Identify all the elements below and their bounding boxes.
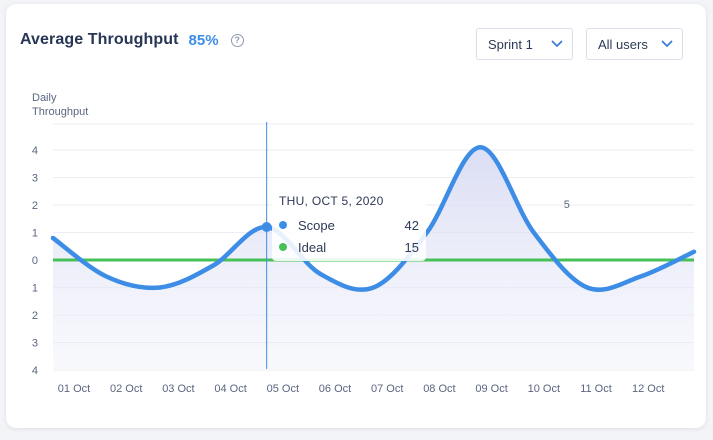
throughput-percent: 85%	[188, 31, 219, 49]
ideal-legend-dot	[279, 243, 287, 251]
y-tick-label: 2	[32, 200, 38, 212]
users-select-value: All users	[598, 36, 648, 52]
scope-series-line	[50, 144, 697, 292]
chart-title: Average Throughput	[20, 31, 179, 48]
tooltip-series-value: 15	[404, 239, 419, 255]
tooltip-row-scope: Scope 42	[279, 217, 419, 233]
header: Average Throughput 85% ?	[20, 29, 244, 51]
y-tick-label: 4	[32, 365, 38, 377]
chevron-down-icon	[661, 40, 673, 47]
tooltip-series-value: 42	[404, 217, 419, 233]
hover-point	[261, 222, 272, 232]
tooltip-row-ideal: Ideal 15	[279, 239, 419, 255]
x-tick-label: 11 Oct	[580, 383, 612, 395]
scope-legend-dot	[279, 221, 287, 229]
y-tick-label: 3	[32, 173, 38, 185]
scope-area	[53, 147, 694, 369]
y-tick-label: 2	[32, 310, 38, 322]
x-tick-label: 06 Oct	[319, 383, 351, 395]
y-tick-label: 0	[32, 255, 38, 267]
chart-tooltip: THU, OCT 5, 2020 Scope 42 Ideal 15	[272, 185, 426, 261]
y-tick-label: 4	[32, 145, 38, 157]
sprint-select-value: Sprint 1	[488, 36, 533, 52]
x-tick-label: 05 Oct	[267, 383, 299, 395]
users-select[interactable]: All users	[586, 28, 683, 60]
x-tick-label: 12 Oct	[632, 383, 664, 395]
sprint-select[interactable]: Sprint 1	[476, 28, 573, 60]
x-tick-label: 02 Oct	[110, 383, 142, 395]
x-tick-label: 07 Oct	[371, 383, 403, 395]
help-circle-icon[interactable]: ?	[230, 33, 244, 47]
tooltip-series-name: Scope	[298, 217, 335, 233]
x-tick-label: 01 Oct	[58, 383, 90, 395]
y-tick-labels: 4 3 2 1 0 1 2 3 4	[32, 145, 38, 377]
tooltip-date: THU, OCT 5, 2020	[279, 194, 384, 208]
x-tick-labels: 01 Oct 02 Oct 03 Oct 04 Oct 05 Oct 06 Oct 07 O…	[58, 383, 665, 395]
y-tick-label: 1	[32, 283, 38, 295]
x-tick-label: 04 Oct	[214, 383, 246, 395]
tooltip-series-name: Ideal	[298, 239, 327, 255]
chevron-down-icon	[551, 40, 563, 47]
y-tick-label: 1	[32, 228, 38, 240]
x-tick-label: 09 Oct	[475, 383, 507, 395]
y-tick-label: 3	[32, 338, 38, 350]
x-tick-label: 03 Oct	[162, 383, 194, 395]
annotations: 5	[564, 199, 570, 211]
chart-annotation: 5	[564, 199, 570, 211]
x-tick-label: 10 Oct	[528, 383, 560, 395]
x-tick-label: 08 Oct	[423, 383, 455, 395]
y-axis-label: Daily Throughput	[32, 92, 88, 118]
